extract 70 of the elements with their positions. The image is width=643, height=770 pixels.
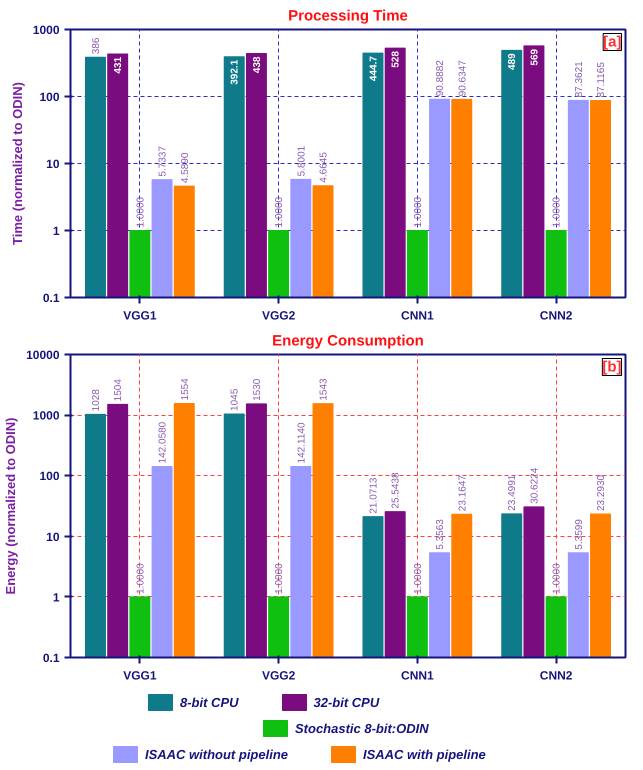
y-tick-label: 100 xyxy=(39,90,60,104)
data-label: 1.0000 xyxy=(552,562,563,594)
x-tick-label: VGG2 xyxy=(262,308,296,322)
data-label: 489 xyxy=(507,52,518,70)
x-tick-label: VGG2 xyxy=(262,668,296,682)
y-tick-label: 1000 xyxy=(32,23,60,37)
data-label: 431 xyxy=(113,56,124,74)
data-label: 1543 xyxy=(318,378,330,401)
x-tick-label: CNN1 xyxy=(401,668,434,682)
data-label: 25.5438 xyxy=(390,472,402,509)
data-label: 23.1647 xyxy=(457,474,468,512)
data-label: 386 xyxy=(90,37,102,54)
x-tick-label: CNN2 xyxy=(540,668,573,682)
chart-title: Processing Time xyxy=(288,8,408,24)
y-tick-label: 1 xyxy=(52,590,60,604)
y-tick-label: 0.1 xyxy=(42,651,60,665)
data-label: 142.0580 xyxy=(158,421,169,464)
y-tick-label: 100 xyxy=(39,469,60,484)
y-tick-label: 10000 xyxy=(26,348,60,362)
data-label: 1.0000 xyxy=(552,196,563,228)
data-label: 1.0000 xyxy=(135,562,146,594)
data-label: 23.4991 xyxy=(507,474,518,511)
data-label: 5.3563 xyxy=(435,518,446,550)
data-label: 438 xyxy=(252,56,263,74)
data-label: 1.0000 xyxy=(135,196,146,228)
data-label: 1.0000 xyxy=(274,196,286,228)
data-label: 1045 xyxy=(230,388,241,411)
data-label: 1.0000 xyxy=(274,562,286,594)
data-label: 87.1165 xyxy=(596,62,608,98)
data-label: 1554 xyxy=(180,378,191,400)
annotation: [a] xyxy=(603,34,622,50)
legend-label: ISAAC with pipeline xyxy=(363,746,486,762)
x-tick-label: VGG1 xyxy=(123,308,157,322)
data-label: 90.6347 xyxy=(457,60,468,96)
y-tick-label: 10 xyxy=(46,157,60,171)
y-tick-label: 1 xyxy=(52,224,60,238)
annotation: [b] xyxy=(602,358,622,376)
data-label: 4.6645 xyxy=(318,152,330,183)
y-axis-title: Energy (normalized to ODIN) xyxy=(3,418,18,594)
data-label: 1.0000 xyxy=(412,196,424,228)
data-label: 1028 xyxy=(90,388,102,412)
data-label: 1504 xyxy=(113,378,124,402)
data-label: 444.7 xyxy=(368,56,380,82)
y-tick-label: 10 xyxy=(46,530,60,544)
data-label: 4.5890 xyxy=(180,152,191,184)
data-label: 142.1140 xyxy=(296,422,308,464)
data-label: 5.8001 xyxy=(296,145,308,176)
legend-label: ISAAC without pipeline xyxy=(145,746,288,762)
data-label: 30.6224 xyxy=(529,467,540,504)
legend-label: Stochastic 8-bit:ODIN xyxy=(295,720,429,736)
y-tick-label: 1000 xyxy=(32,408,60,423)
x-tick-label: VGG1 xyxy=(123,668,157,682)
data-label: 5.7337 xyxy=(158,146,169,177)
data-label: 1.0000 xyxy=(412,562,424,594)
data-label: 87.3621 xyxy=(574,60,585,98)
x-tick-label: CNN2 xyxy=(540,308,573,322)
legend-label: 8-bit CPU xyxy=(180,694,238,710)
data-label: 528 xyxy=(390,50,402,68)
chart-title: Energy Consumption xyxy=(272,332,424,350)
y-tick-label: 0.1 xyxy=(42,291,60,305)
y-axis-title: Time (normalized to ODIN) xyxy=(10,82,25,245)
data-label: 90.8882 xyxy=(435,60,446,96)
x-tick-label: CNN1 xyxy=(401,308,434,322)
legend-label: 32-bit CPU xyxy=(314,694,380,710)
data-label: 569 xyxy=(529,48,540,66)
data-label: 392.1 xyxy=(230,59,241,85)
data-label: 5.3599 xyxy=(574,518,585,550)
data-label: 23.2930 xyxy=(596,474,608,512)
data-label: 1530 xyxy=(252,378,263,401)
data-label: 21.0713 xyxy=(368,477,380,514)
